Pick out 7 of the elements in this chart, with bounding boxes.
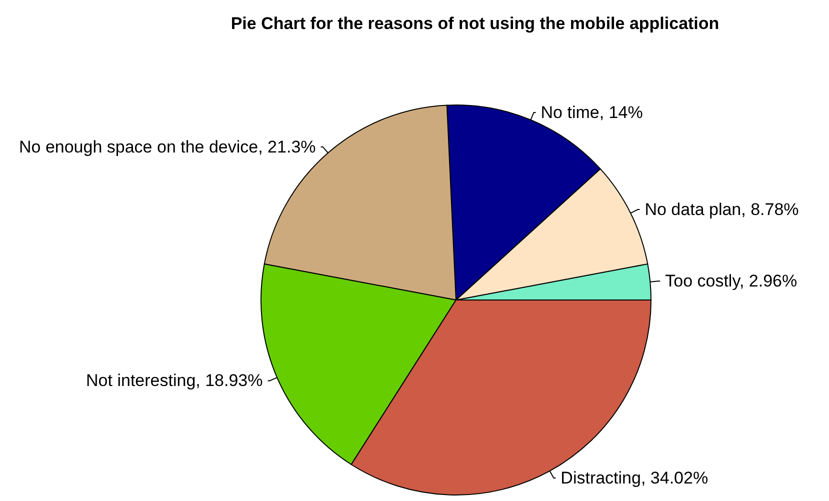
chart-title: Pie Chart for the reasons of not using the mobile application xyxy=(230,14,720,33)
slice-label: Too costly, 2.96% xyxy=(665,272,798,291)
slice-label: No data plan, 8.78% xyxy=(644,200,799,220)
slice-label: No enough space on the device, 21.3% xyxy=(18,137,316,156)
slice-label: No time, 14% xyxy=(540,102,643,122)
slice-label: Distracting, 34.02% xyxy=(560,468,708,488)
slice-label: Not interesting, 18.93% xyxy=(86,371,263,390)
